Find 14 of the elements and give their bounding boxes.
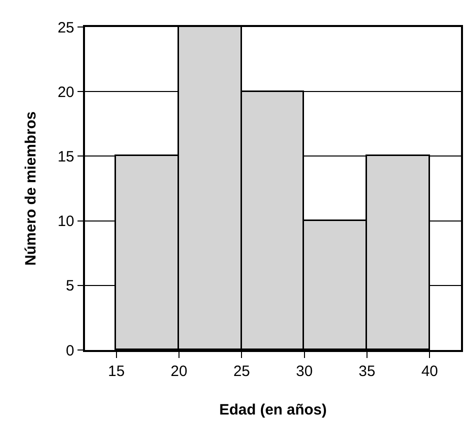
x-tick-label: 40 <box>421 362 438 380</box>
x-tick-label: 25 <box>233 362 250 380</box>
y-axis-title: Número de miembros <box>22 111 40 266</box>
x-tick-label: 20 <box>170 362 188 380</box>
y-tick-label: 15 <box>58 148 74 166</box>
x-axis-title: Edad (en años) <box>219 401 327 418</box>
y-tick-label: 20 <box>58 84 74 101</box>
x-tick-label: 30 <box>296 362 313 380</box>
y-tick-label: 25 <box>58 19 74 36</box>
y-tick-label: 5 <box>66 278 74 295</box>
x-tick-label: 15 <box>108 362 125 380</box>
x-tick-label: 35 <box>358 362 376 380</box>
y-tick-label: 10 <box>58 213 74 230</box>
y-tick-label: 0 <box>66 342 74 360</box>
